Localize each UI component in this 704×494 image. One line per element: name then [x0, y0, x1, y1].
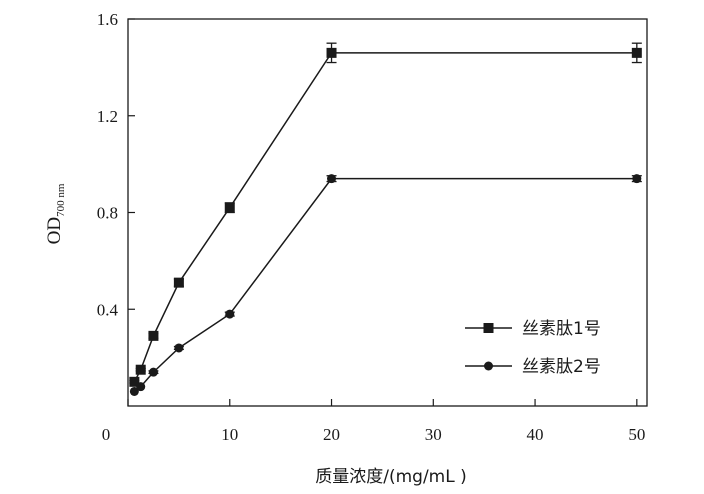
data-point-circle [136, 382, 146, 392]
legend-label: 丝素肽1号 [522, 319, 601, 339]
data-point-circle [632, 174, 642, 184]
legend-marker-square [483, 323, 494, 333]
x-tick-label: 50 [628, 425, 645, 444]
y-tick-label: 0.8 [97, 204, 118, 223]
y-axis-title: OD700 nm [44, 183, 67, 244]
data-point-circle [327, 174, 337, 184]
data-point-square [129, 376, 140, 387]
data-point-circle [148, 367, 158, 377]
x-tick-label: 0 [102, 425, 111, 444]
plot-frame [127, 18, 648, 407]
data-point-circle [225, 309, 235, 319]
data-point-square [135, 364, 146, 375]
legend-label: 丝素肽2号 [522, 357, 601, 377]
data-point-circle [129, 386, 139, 396]
x-tick-label: 10 [221, 425, 238, 444]
data-point-circle [174, 343, 184, 353]
legend-marker-circle [484, 361, 493, 371]
y-axis-ticks: 0.4 0.8 1.2 1.6 [97, 10, 135, 319]
y-tick-label: 1.2 [97, 107, 118, 126]
series-layer [129, 42, 642, 396]
series-2 [129, 174, 642, 396]
x-tick-label: 20 [323, 425, 340, 444]
data-point-square [148, 330, 159, 341]
x-axis-ticks: 0 10 20 30 40 50 [102, 399, 645, 444]
y-tick-label: 0.4 [97, 300, 119, 319]
data-point-square [173, 277, 184, 288]
y-tick-label: 1.6 [97, 10, 118, 29]
x-tick-label: 30 [425, 425, 442, 444]
series-1 [129, 42, 642, 387]
plot-border [127, 18, 648, 407]
y-axis-title-subscript: 700 nm [55, 183, 67, 217]
x-tick-label: 40 [527, 425, 544, 444]
x-axis-title: 质量浓度/(mg/mL ) [315, 467, 467, 487]
data-point-square [631, 47, 642, 58]
data-point-square [326, 47, 337, 58]
data-point-square [224, 202, 235, 213]
y-axis-title-main: OD [44, 217, 65, 244]
